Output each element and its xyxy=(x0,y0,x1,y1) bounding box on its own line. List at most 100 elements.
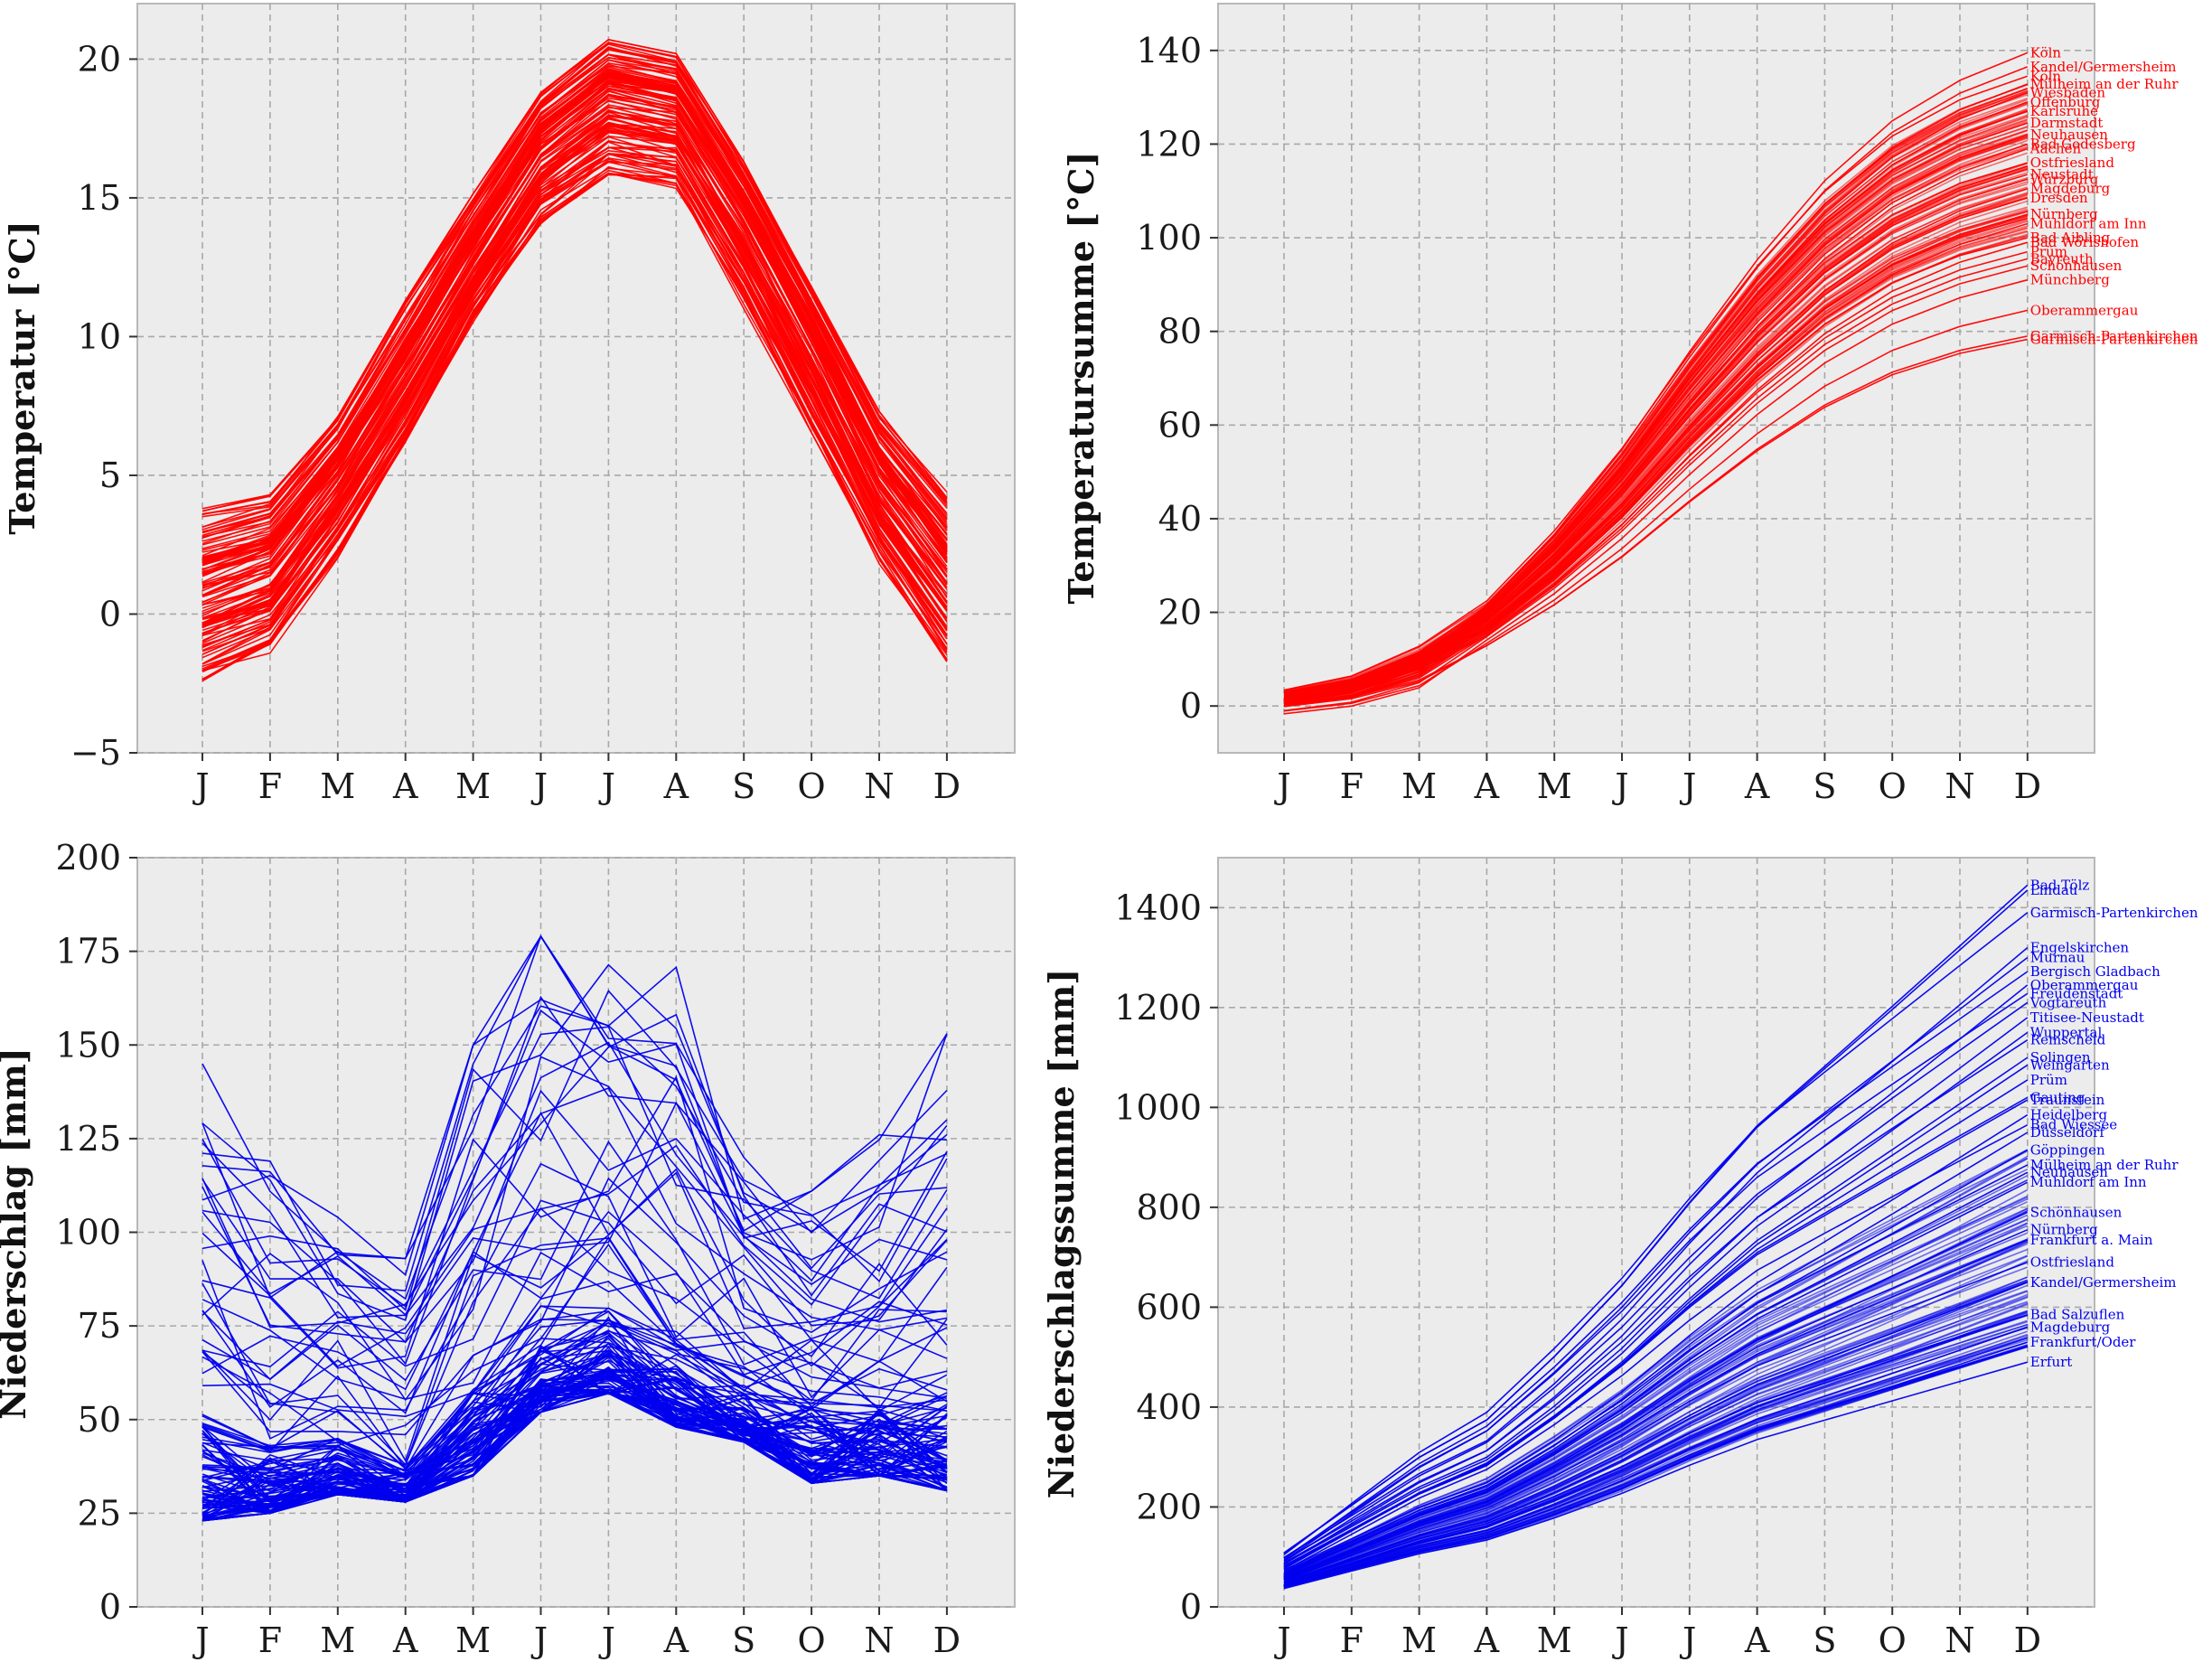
y-tick-label: 60 xyxy=(1158,405,1202,445)
series-lines xyxy=(202,934,948,1522)
station-label: Aachen xyxy=(2029,141,2082,157)
station-label: Mühldorf am Inn xyxy=(2030,216,2147,232)
x-tick-label: M xyxy=(1401,1620,1437,1660)
series-line xyxy=(202,76,948,567)
x-tick-label: A xyxy=(1474,766,1500,806)
series-line xyxy=(202,110,948,612)
station-label: Wuppertal xyxy=(2030,1024,2103,1040)
series-line xyxy=(1283,992,2029,1562)
y-tick-label: 75 xyxy=(78,1306,121,1346)
series-line xyxy=(202,174,948,681)
station-label: Wiesbaden xyxy=(2030,84,2106,100)
series-line xyxy=(202,1041,948,1319)
series-line xyxy=(202,53,948,537)
station-label: Schönhausen xyxy=(2030,1204,2123,1220)
y-tick-label: 10 xyxy=(78,316,121,356)
series-line xyxy=(202,1199,948,1368)
x-tick-label: N xyxy=(1945,1620,1974,1660)
series-line xyxy=(1283,912,2029,1556)
y-tick-label: 150 xyxy=(55,1025,121,1065)
station-label: Mülheim an der Ruhr xyxy=(2030,76,2179,92)
series-line xyxy=(1283,163,2029,701)
station-label: Engelskirchen xyxy=(2030,939,2130,955)
x-tick-label: M xyxy=(1537,1620,1572,1660)
station-label: Münchberg xyxy=(2030,272,2110,288)
y-tick-label: 5 xyxy=(99,455,121,495)
station-label: Würzburg xyxy=(2030,171,2099,187)
series-line xyxy=(202,1357,948,1517)
y-axis-label: Temperatur [°C] xyxy=(2,221,42,534)
x-tick-label: J xyxy=(1679,766,1696,806)
series-line xyxy=(202,934,948,1292)
x-tick-label: A xyxy=(392,1620,418,1660)
series-line xyxy=(202,173,948,671)
station-label: Vogtareuth xyxy=(2029,994,2107,1010)
y-tick-label: 50 xyxy=(78,1400,121,1440)
series-line xyxy=(202,1305,948,1479)
x-tick-label: M xyxy=(1401,766,1437,806)
x-tick-label: N xyxy=(864,766,894,806)
series-line xyxy=(1283,1197,2029,1577)
series-line xyxy=(1283,126,2029,698)
series-line xyxy=(1283,230,2029,694)
series-line xyxy=(1283,1222,2029,1579)
series-line xyxy=(202,1009,948,1317)
series-line xyxy=(1283,1279,2029,1583)
series-line xyxy=(202,1318,948,1470)
x-tick-label: J xyxy=(1273,766,1290,806)
series-line xyxy=(1283,1017,2029,1563)
series-line xyxy=(1283,1222,2029,1579)
y-tick-label: 20 xyxy=(78,39,121,79)
series-line xyxy=(1283,1210,2029,1578)
station-label: Erfurt xyxy=(2030,1354,2073,1370)
station-label: Magdeburg xyxy=(2030,181,2111,197)
y-tick-label: 120 xyxy=(1136,124,1202,164)
series-line xyxy=(1283,114,2029,693)
x-tick-label: M xyxy=(320,1620,355,1660)
y-tick-label: 100 xyxy=(1136,218,1202,258)
x-tick-label: A xyxy=(663,1620,689,1660)
series-lines xyxy=(202,39,948,682)
series-line xyxy=(1283,956,2029,1559)
station-label: Titisee-Neustadt xyxy=(2030,1009,2144,1026)
series-line xyxy=(202,89,948,596)
series-line xyxy=(1283,1001,2029,1563)
y-tick-label: 1400 xyxy=(1114,887,1202,927)
x-tick-label: A xyxy=(1474,1620,1500,1660)
series-line xyxy=(202,1368,948,1504)
series-line xyxy=(202,75,948,571)
series-line xyxy=(1283,1149,2029,1573)
station-label: Traunstein xyxy=(2030,1092,2105,1108)
x-tick-label: J xyxy=(530,1620,548,1660)
station-label: Schönhausen xyxy=(2030,258,2123,274)
series-line xyxy=(1283,1164,2029,1575)
series-line xyxy=(202,1101,948,1380)
x-tick-label: J xyxy=(1679,1620,1696,1660)
y-tick-label: 200 xyxy=(55,838,121,878)
series-line xyxy=(1283,889,2029,1554)
series-line xyxy=(1283,162,2029,696)
series-lines xyxy=(1283,52,2029,715)
series-line xyxy=(202,1140,948,1382)
station-label: Ostfriesland xyxy=(2030,1254,2115,1271)
station-label: Bad Salzuflen xyxy=(2030,1307,2125,1323)
series-line xyxy=(1283,338,2028,707)
x-tick-label: J xyxy=(1273,1620,1290,1660)
series-line xyxy=(202,1385,948,1515)
series-line xyxy=(202,107,948,606)
station-label: Nürnberg xyxy=(2030,1222,2098,1238)
station-label: Karlsruhe xyxy=(2030,103,2098,119)
x-tick-label: N xyxy=(864,1620,894,1660)
station-label: Göppingen xyxy=(2030,1141,2105,1158)
x-tick-label: O xyxy=(798,766,826,806)
series-line xyxy=(1283,265,2029,712)
x-tick-label: J xyxy=(530,766,548,806)
series-line xyxy=(1283,1239,2029,1581)
series-line xyxy=(202,1331,948,1519)
station-label: Frankfurt/Oder xyxy=(2030,1334,2137,1350)
x-tick-label: S xyxy=(732,766,755,806)
series-line xyxy=(202,1351,948,1515)
y-tick-label: 125 xyxy=(55,1119,121,1159)
